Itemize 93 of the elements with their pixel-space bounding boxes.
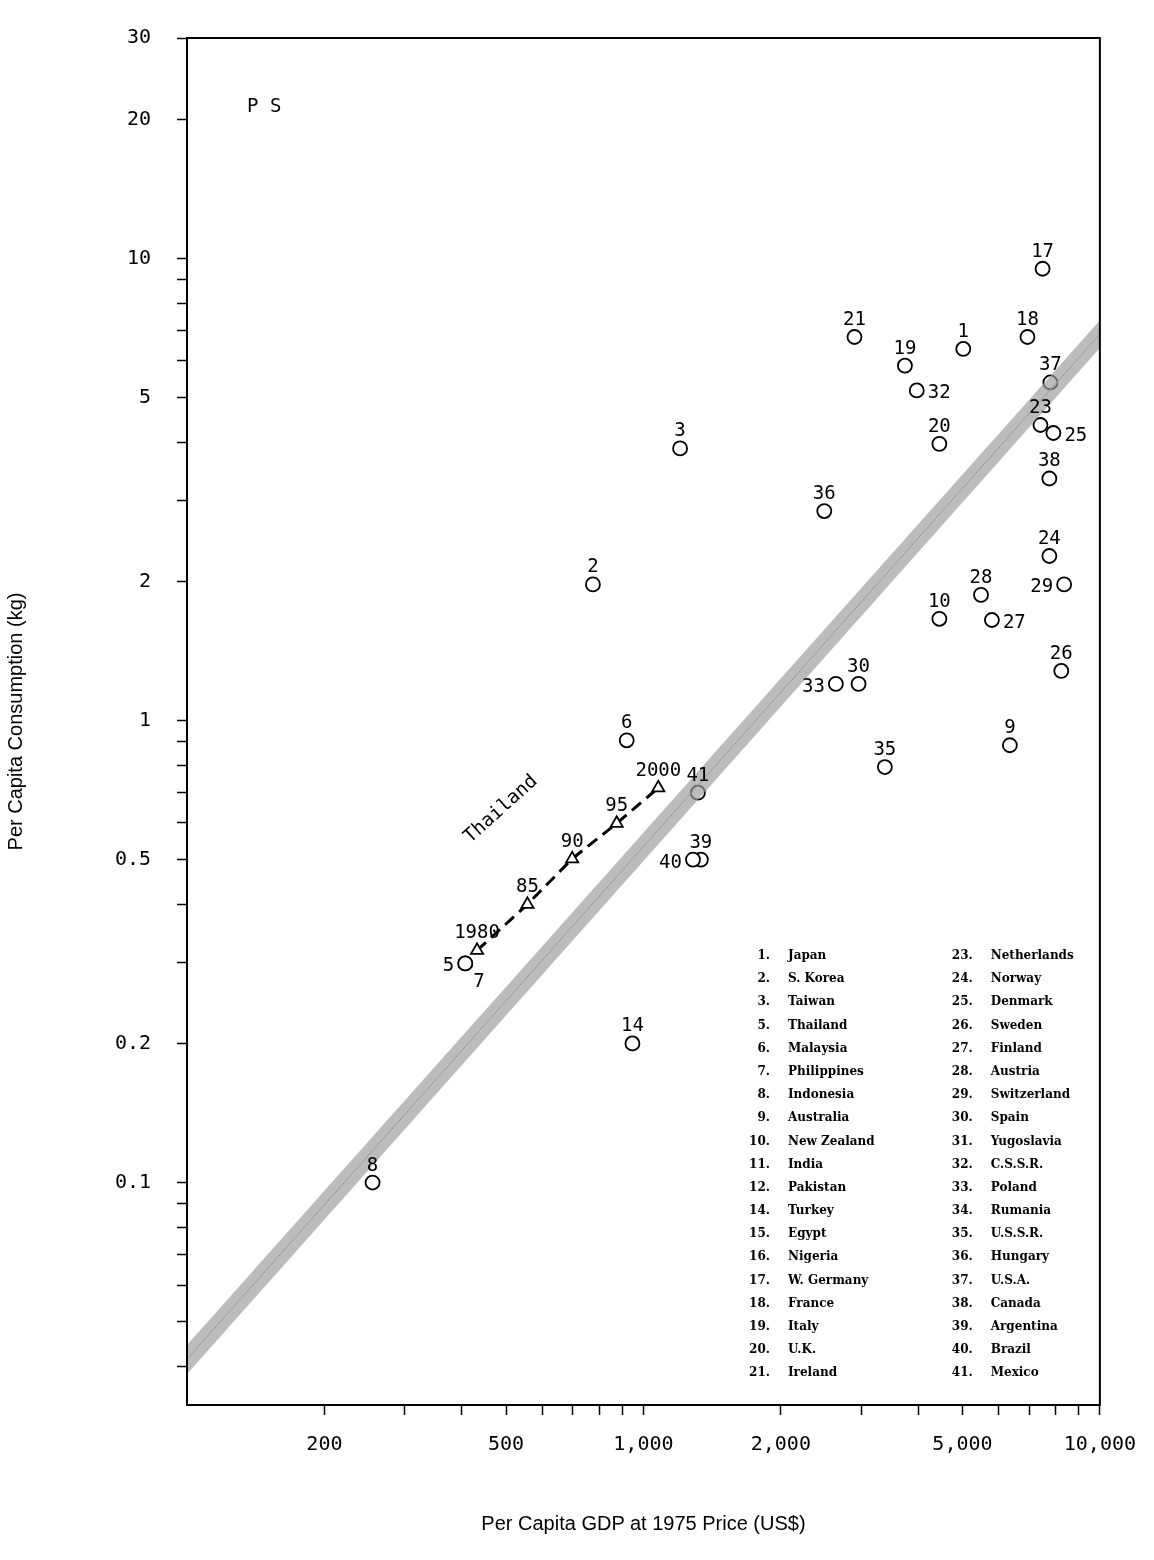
annotation: 19 <box>893 335 917 358</box>
y-tick-label: 30 <box>126 24 151 49</box>
text: 11. India <box>749 1156 824 1171</box>
annotation: 38 <box>1037 448 1061 471</box>
y-tick-label: 2 <box>138 567 151 592</box>
x-tick-label: 10,000 <box>1063 1431 1136 1456</box>
text: 19. Italy <box>749 1319 819 1333</box>
text: 38. Canada <box>951 1295 1041 1310</box>
annotation: 8 <box>366 1152 379 1175</box>
text: 41. Mexico <box>951 1365 1039 1380</box>
annotation: 35 <box>873 737 897 760</box>
annotation: 17 <box>1031 238 1055 261</box>
annotation: 23 <box>1029 395 1052 418</box>
x-tick-label: 1,000 <box>613 1431 674 1456</box>
y-tick-label: 0.5 <box>114 845 151 870</box>
text: 6. Malaysia <box>757 1040 848 1055</box>
y-tick-label: 1 <box>138 706 151 731</box>
x-axis-title: Per Capita GDP at 1975 Price (US$) <box>481 1511 806 1534</box>
y-tick-label: 10 <box>126 244 151 269</box>
annotation: 33 <box>802 673 825 696</box>
x-tick-label: 2,000 <box>750 1431 811 1456</box>
x-tick-label: 5,000 <box>932 1431 993 1456</box>
text: 2. S. Korea <box>757 971 845 986</box>
text: 24. Norway <box>951 971 1042 986</box>
annotation: 32 <box>927 380 951 403</box>
text: 23. Netherlands <box>951 948 1074 962</box>
annotation: 1 <box>957 318 969 341</box>
text: 8. Indonesia <box>757 1087 855 1102</box>
annotation: 85 <box>516 874 539 897</box>
y-axis-title: Per Capita Consumption (kg) <box>3 592 26 851</box>
annotation: 6 <box>620 710 633 733</box>
annotation: 36 <box>812 481 836 504</box>
text: 28. Austria <box>951 1063 1040 1078</box>
text: 21. Ireland <box>749 1365 838 1380</box>
annotation: 39 <box>689 829 713 852</box>
annotation: 14 <box>621 1013 644 1036</box>
text: 29. Switzerland <box>951 1087 1071 1102</box>
annotation: 20 <box>927 413 951 436</box>
annotation: 1980 <box>454 920 500 943</box>
text: 31. Yugoslavia <box>951 1133 1062 1148</box>
text: 27. Finland <box>951 1040 1042 1055</box>
text: 5. Thailand <box>757 1017 848 1032</box>
text: 39. Argentina <box>951 1319 1058 1333</box>
text: 33. Poland <box>951 1179 1037 1194</box>
annotation: 37 <box>1038 352 1062 375</box>
text: 1. Japan <box>757 948 827 962</box>
annotation: 24 <box>1037 525 1061 548</box>
y-tick-label: 0.1 <box>114 1168 151 1193</box>
text: 20. U.K. <box>749 1342 817 1357</box>
text: 9. Australia <box>757 1110 850 1125</box>
x-tick-label: 200 <box>306 1431 343 1456</box>
text: 35. U.S.S.R. <box>951 1226 1044 1241</box>
text: 30. Spain <box>951 1110 1029 1125</box>
text: 14. Turkey <box>749 1203 834 1218</box>
annotation: 2 <box>587 554 599 577</box>
text: 32. C.S.S.R. <box>951 1156 1044 1171</box>
text: 17. W. Germany <box>749 1272 869 1287</box>
annotation: 30 <box>847 653 871 676</box>
text: 3. Taiwan <box>757 994 835 1009</box>
text: 34. Rumania <box>951 1203 1051 1218</box>
text: 15. Egypt <box>749 1226 827 1241</box>
text: 26. Sweden <box>951 1017 1043 1032</box>
annotation: 9 <box>1004 715 1016 738</box>
annotation: 95 <box>605 793 629 816</box>
annotation: 3 <box>674 418 686 441</box>
annotation: 7 <box>473 969 485 992</box>
annotation: P S <box>247 94 282 117</box>
annotation: 27 <box>1002 610 1026 633</box>
text: 37. U.S.A. <box>951 1272 1031 1287</box>
annotation: 25 <box>1064 423 1088 445</box>
text: 25. Denmark <box>951 994 1053 1009</box>
annotation: 26 <box>1049 640 1073 663</box>
text: 10. New Zealand <box>749 1133 875 1148</box>
text: 36. Hungary <box>951 1249 1049 1264</box>
annotation: 90 <box>560 828 584 851</box>
annotation: 18 <box>1016 307 1039 330</box>
annotation: 41 <box>686 762 710 785</box>
annotation: 28 <box>969 564 993 587</box>
annotation: 29 <box>1030 574 1054 597</box>
text: 40. Brazil <box>951 1342 1031 1357</box>
annotation: 5 <box>442 953 455 976</box>
y-tick-label: 0.2 <box>114 1029 151 1054</box>
annotation: 10 <box>927 588 951 611</box>
annotation: 40 <box>659 849 682 872</box>
y-tick-label: 5 <box>138 383 151 408</box>
annotation: 21 <box>843 307 866 330</box>
text: 16. Nigeria <box>749 1249 839 1264</box>
annotation: 2000 <box>635 757 682 780</box>
text: 18. France <box>749 1295 835 1310</box>
x-tick-label: 500 <box>487 1431 525 1456</box>
y-tick-label: 20 <box>126 105 151 130</box>
text: 7. Philippines <box>757 1063 864 1078</box>
text: 12. Pakistan <box>749 1179 847 1194</box>
